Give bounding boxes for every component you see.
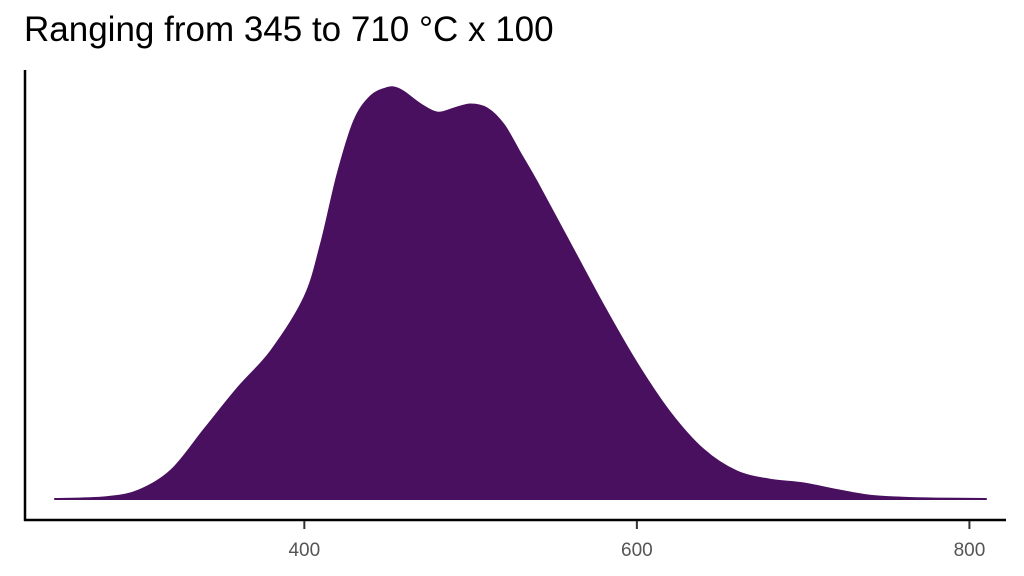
x-tick-label: 400 <box>288 540 320 561</box>
x-tick-label: 800 <box>954 540 986 561</box>
density-area-layer <box>53 86 988 500</box>
chart-title: Ranging from 345 to 710 °C x 100 <box>24 10 554 49</box>
x-axis-ticks: 400 600 800 <box>288 521 985 561</box>
density-area-series-0 <box>53 86 988 500</box>
x-tick-label: 600 <box>621 540 653 561</box>
